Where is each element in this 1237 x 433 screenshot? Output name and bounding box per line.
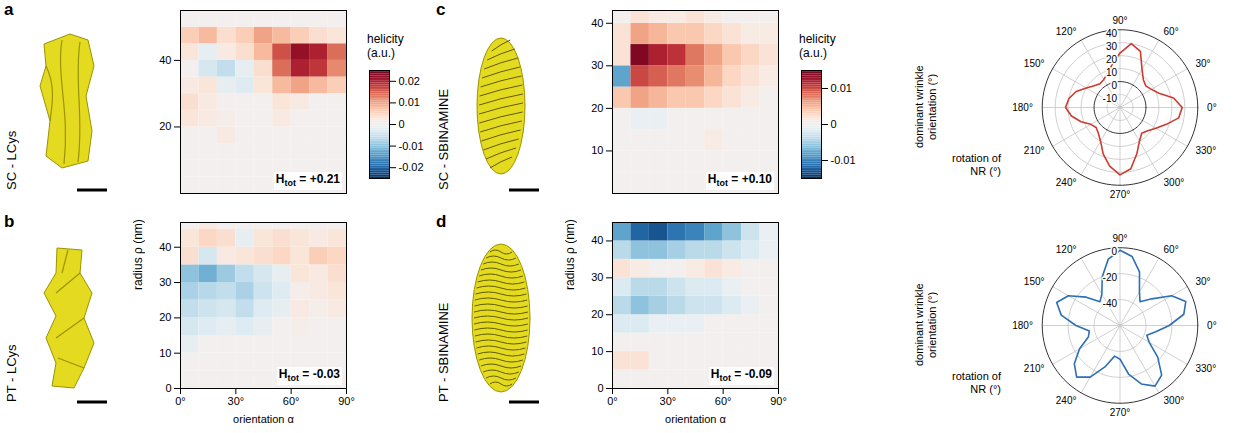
html-text:helicity (a.u.): helicity (a.u.) bbox=[799, 32, 836, 60]
svg-text:30: 30 bbox=[159, 276, 171, 288]
html-text:PT - LCys: PT - LCys bbox=[4, 344, 19, 402]
svg-text:60°: 60° bbox=[715, 395, 732, 407]
svg-text:90°: 90° bbox=[1112, 233, 1127, 244]
svg-text:30°: 30° bbox=[660, 395, 677, 407]
svg-text:90°: 90° bbox=[770, 395, 787, 407]
svg-text:180°: 180° bbox=[1012, 320, 1033, 331]
svg-text:270°: 270° bbox=[1110, 189, 1131, 200]
svg-text:90°: 90° bbox=[338, 395, 355, 407]
svg-text:210°: 210° bbox=[1024, 145, 1045, 156]
svg-text:10: 10 bbox=[159, 347, 171, 359]
html-text:b: b bbox=[4, 212, 15, 231]
html-text:Htot= -0.09: Htot= -0.09 bbox=[710, 366, 772, 383]
svg-text:60°: 60° bbox=[283, 395, 300, 407]
svg-text:40: 40 bbox=[159, 54, 171, 66]
svg-text:0: 0 bbox=[597, 382, 603, 394]
svg-text:-40: -40 bbox=[1103, 298, 1118, 309]
svg-text:-0.02: -0.02 bbox=[399, 161, 424, 173]
svg-text:0°: 0° bbox=[175, 395, 186, 407]
svg-text:orientation α: orientation α bbox=[665, 413, 726, 425]
svg-text:0.01: 0.01 bbox=[399, 96, 420, 108]
svg-text:330°: 330° bbox=[1195, 145, 1216, 156]
svg-text:0°: 0° bbox=[1207, 102, 1217, 113]
svg-text:60°: 60° bbox=[1164, 26, 1179, 37]
svg-text:30°: 30° bbox=[1195, 276, 1210, 287]
svg-text:20: 20 bbox=[591, 102, 603, 114]
svg-text:30: 30 bbox=[1106, 41, 1118, 52]
svg-text:150°: 150° bbox=[1024, 58, 1045, 69]
svg-text:0.02: 0.02 bbox=[399, 75, 420, 87]
html-text:rotation of NR (°): rotation of NR (°) bbox=[952, 370, 1001, 395]
svg-text:270°: 270° bbox=[1110, 407, 1131, 418]
svg-text:20: 20 bbox=[1106, 54, 1118, 65]
html-text:c: c bbox=[436, 0, 446, 19]
html-text:PT - SBINAMINE: PT - SBINAMINE bbox=[436, 302, 451, 402]
svg-text:180°: 180° bbox=[1012, 102, 1033, 113]
html-text:SC - LCys: SC - LCys bbox=[4, 130, 19, 190]
svg-text:240°: 240° bbox=[1056, 177, 1077, 188]
svg-text:30°: 30° bbox=[1195, 58, 1210, 69]
svg-text:330°: 330° bbox=[1195, 363, 1216, 374]
svg-text:40: 40 bbox=[591, 234, 603, 246]
svg-text:30°: 30° bbox=[228, 395, 245, 407]
svg-text:300°: 300° bbox=[1164, 177, 1185, 188]
svg-text:0: 0 bbox=[1111, 246, 1117, 257]
html-text:d: d bbox=[436, 212, 447, 231]
svg-text:300°: 300° bbox=[1164, 395, 1185, 406]
svg-text:150°: 150° bbox=[1024, 276, 1045, 287]
svg-text:-0.01: -0.01 bbox=[831, 154, 856, 166]
html-text:rotation of NR (°): rotation of NR (°) bbox=[952, 152, 1001, 177]
html-text:dominant wrinkle orientation (: dominant wrinkle orientation (°) bbox=[913, 283, 938, 367]
svg-text:orientation α: orientation α bbox=[233, 413, 294, 425]
svg-text:10: 10 bbox=[1106, 67, 1118, 78]
html-text:dominant wrinkle orientation (: dominant wrinkle orientation (°) bbox=[913, 65, 938, 149]
html-text:helicity (a.u.): helicity (a.u.) bbox=[367, 32, 404, 60]
svg-text:10: 10 bbox=[591, 345, 603, 357]
svg-text:40: 40 bbox=[159, 241, 171, 253]
svg-text:-10: -10 bbox=[1103, 93, 1118, 104]
svg-text:0°: 0° bbox=[607, 395, 618, 407]
html-text:Htot= +0.21: Htot= +0.21 bbox=[275, 171, 340, 188]
svg-text:30: 30 bbox=[591, 271, 603, 283]
html-text:radius ρ (nm): radius ρ (nm) bbox=[563, 219, 577, 290]
svg-text:20: 20 bbox=[159, 120, 171, 132]
html-text:Htot= +0.10: Htot= +0.10 bbox=[707, 171, 772, 188]
html-text:SC - SBINAMINE: SC - SBINAMINE bbox=[436, 88, 451, 190]
svg-text:-0.01: -0.01 bbox=[399, 140, 424, 152]
svg-text:90°: 90° bbox=[1112, 15, 1127, 26]
html-text:radius ρ (nm): radius ρ (nm) bbox=[131, 219, 145, 290]
svg-text:0: 0 bbox=[1111, 80, 1117, 91]
svg-text:40: 40 bbox=[1106, 28, 1118, 39]
svg-text:40: 40 bbox=[591, 17, 603, 29]
svg-text:-20: -20 bbox=[1103, 272, 1118, 283]
svg-text:20: 20 bbox=[591, 308, 603, 320]
svg-text:120°: 120° bbox=[1056, 26, 1077, 37]
html-text:a: a bbox=[4, 0, 14, 19]
svg-text:0: 0 bbox=[165, 382, 171, 394]
svg-text:0: 0 bbox=[831, 118, 837, 130]
svg-text:120°: 120° bbox=[1056, 244, 1077, 255]
svg-text:240°: 240° bbox=[1056, 395, 1077, 406]
svg-text:60°: 60° bbox=[1164, 244, 1179, 255]
svg-text:20: 20 bbox=[159, 311, 171, 323]
svg-text:30: 30 bbox=[591, 59, 603, 71]
html-text:Htot= -0.03: Htot= -0.03 bbox=[278, 366, 340, 383]
svg-text:0.01: 0.01 bbox=[831, 82, 852, 94]
svg-text:210°: 210° bbox=[1024, 363, 1045, 374]
svg-text:10: 10 bbox=[591, 144, 603, 156]
svg-text:0: 0 bbox=[399, 118, 405, 130]
svg-text:0°: 0° bbox=[1207, 320, 1217, 331]
